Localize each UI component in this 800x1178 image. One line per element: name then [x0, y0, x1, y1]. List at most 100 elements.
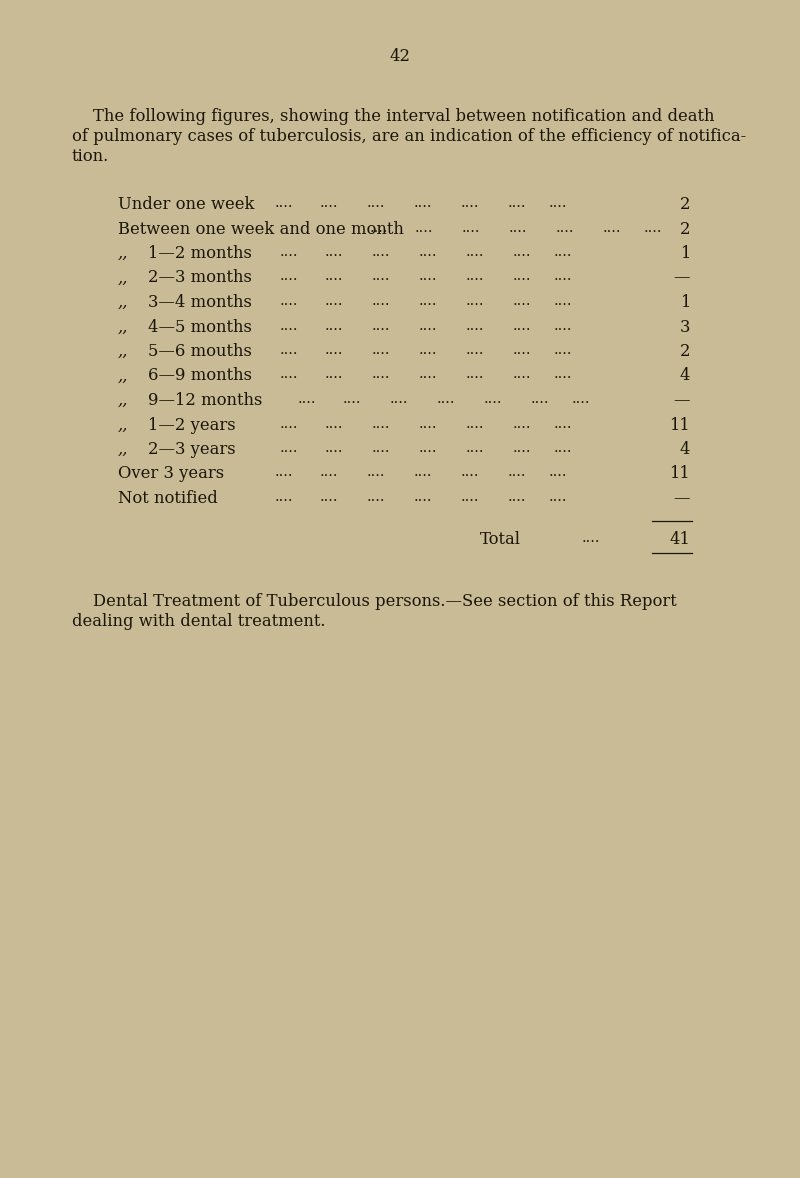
- Text: tion.: tion.: [72, 148, 110, 165]
- Text: 3—4 months: 3—4 months: [148, 294, 252, 311]
- Text: ,,: ,,: [118, 245, 129, 262]
- Text: ....: ....: [414, 465, 433, 479]
- Text: 6—9 months: 6—9 months: [148, 368, 252, 384]
- Text: ....: ....: [554, 294, 573, 307]
- Text: 11: 11: [670, 417, 690, 434]
- Text: ....: ....: [325, 245, 343, 259]
- Text: ,,: ,,: [118, 343, 129, 360]
- Text: 41: 41: [669, 530, 690, 548]
- Text: ....: ....: [462, 220, 481, 234]
- Text: ....: ....: [298, 392, 317, 406]
- Text: 2: 2: [679, 343, 690, 360]
- Text: ....: ....: [531, 392, 550, 406]
- Text: ....: ....: [370, 220, 389, 234]
- Text: ....: ....: [419, 368, 438, 382]
- Text: ....: ....: [466, 245, 485, 259]
- Text: ....: ....: [437, 392, 455, 406]
- Text: ....: ....: [372, 294, 390, 307]
- Text: ....: ....: [320, 465, 338, 479]
- Text: ....: ....: [372, 417, 390, 430]
- Text: ....: ....: [513, 343, 531, 357]
- Text: ....: ....: [419, 441, 438, 455]
- Text: 4: 4: [679, 441, 690, 458]
- Text: 11: 11: [670, 465, 690, 483]
- Text: ....: ....: [390, 392, 409, 406]
- Text: ....: ....: [275, 196, 294, 210]
- Text: 2—3 years: 2—3 years: [148, 441, 236, 458]
- Text: ....: ....: [572, 392, 590, 406]
- Text: ....: ....: [554, 270, 573, 284]
- Text: Over 3 years: Over 3 years: [118, 465, 224, 483]
- Text: —: —: [674, 392, 690, 409]
- Text: ....: ....: [372, 318, 390, 332]
- Text: ....: ....: [513, 441, 531, 455]
- Text: ....: ....: [508, 465, 526, 479]
- Text: ....: ....: [320, 490, 338, 504]
- Text: ....: ....: [415, 220, 434, 234]
- Text: 9—12 months: 9—12 months: [148, 392, 262, 409]
- Text: Dental Treatment of Tuberculous persons.—See section of this Report: Dental Treatment of Tuberculous persons.…: [72, 593, 677, 609]
- Text: ....: ....: [554, 343, 573, 357]
- Text: ....: ....: [325, 294, 343, 307]
- Text: ....: ....: [325, 441, 343, 455]
- Text: ....: ....: [414, 196, 433, 210]
- Text: 4: 4: [679, 368, 690, 384]
- Text: ....: ....: [419, 245, 438, 259]
- Text: 1—2 months: 1—2 months: [148, 245, 252, 262]
- Text: ,,: ,,: [118, 318, 129, 336]
- Text: ....: ....: [554, 441, 573, 455]
- Text: Under one week: Under one week: [118, 196, 254, 213]
- Text: ....: ....: [554, 417, 573, 430]
- Text: Not notified: Not notified: [118, 490, 218, 507]
- Text: ....: ....: [372, 245, 390, 259]
- Text: ....: ....: [280, 368, 298, 382]
- Text: ....: ....: [280, 294, 298, 307]
- Text: ....: ....: [461, 196, 479, 210]
- Text: ....: ....: [466, 270, 485, 284]
- Text: ....: ....: [325, 368, 343, 382]
- Text: ....: ....: [325, 343, 343, 357]
- Text: ....: ....: [513, 294, 531, 307]
- Text: ....: ....: [466, 318, 485, 332]
- Text: ....: ....: [554, 368, 573, 382]
- Text: ....: ....: [275, 490, 294, 504]
- Text: ....: ....: [461, 490, 479, 504]
- Text: ....: ....: [367, 490, 386, 504]
- Text: ....: ....: [508, 490, 526, 504]
- Text: ....: ....: [466, 343, 485, 357]
- Text: ....: ....: [280, 270, 298, 284]
- Text: 1—2 years: 1—2 years: [148, 417, 236, 434]
- Text: ....: ....: [372, 441, 390, 455]
- Text: ....: ....: [419, 270, 438, 284]
- Text: ,,: ,,: [118, 417, 129, 434]
- Text: 2—3 months: 2—3 months: [148, 270, 252, 286]
- Text: ....: ....: [280, 245, 298, 259]
- Text: ....: ....: [549, 490, 567, 504]
- Text: ....: ....: [325, 270, 343, 284]
- Text: Total: Total: [480, 530, 521, 548]
- Text: 2: 2: [679, 196, 690, 213]
- Text: 1: 1: [680, 245, 690, 262]
- Text: ....: ....: [280, 417, 298, 430]
- Text: ....: ....: [554, 318, 573, 332]
- Text: ....: ....: [466, 441, 485, 455]
- Text: of pulmonary cases of tuberculosis, are an indication of the efficiency of notif: of pulmonary cases of tuberculosis, are …: [72, 128, 746, 145]
- Text: ....: ....: [466, 294, 485, 307]
- Text: ,,: ,,: [118, 294, 129, 311]
- Text: ....: ....: [582, 530, 601, 544]
- Text: ....: ....: [367, 465, 386, 479]
- Text: ....: ....: [513, 245, 531, 259]
- Text: —: —: [674, 490, 690, 507]
- Text: ....: ....: [554, 245, 573, 259]
- Text: ....: ....: [513, 417, 531, 430]
- Text: ....: ....: [513, 270, 531, 284]
- Text: ....: ....: [372, 343, 390, 357]
- Text: ....: ....: [556, 220, 574, 234]
- Text: ....: ....: [513, 368, 531, 382]
- Text: 1: 1: [680, 294, 690, 311]
- Text: ....: ....: [461, 465, 479, 479]
- Text: ,,: ,,: [118, 392, 129, 409]
- Text: ....: ....: [419, 294, 438, 307]
- Text: ....: ....: [419, 318, 438, 332]
- Text: 5—6 mouths: 5—6 mouths: [148, 343, 252, 360]
